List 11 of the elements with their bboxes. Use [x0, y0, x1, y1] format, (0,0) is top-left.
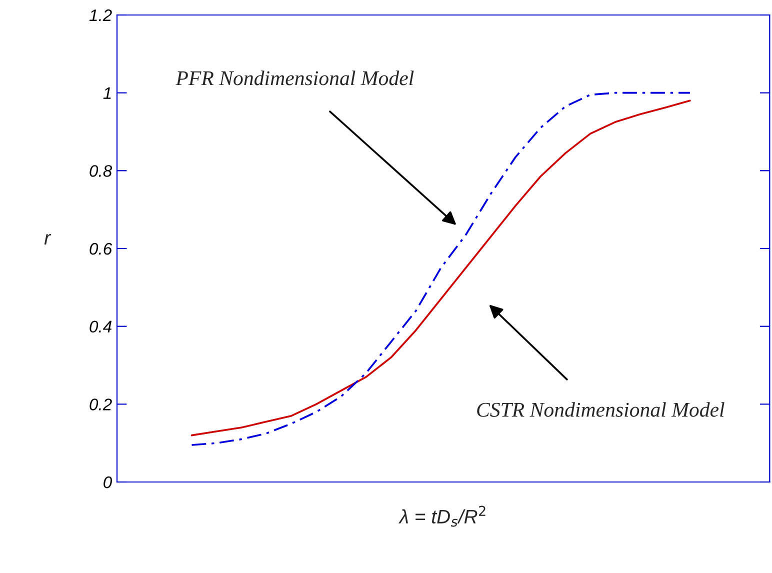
annotation: CSTR Nondimensional Model [477, 402, 724, 417]
y-tick-label: 0.2 [90, 398, 112, 410]
annotation: PFR Nondimensional Model [176, 70, 414, 86]
y-tick-label: 1 [103, 87, 111, 99]
y-axis-title: r [44, 234, 52, 244]
y-tick-label: 1.2 [89, 9, 112, 22]
y-tick-label: 0 [104, 476, 112, 488]
y-tick-label: 0.8 [90, 165, 112, 177]
y-tick-label: 0.4 [90, 320, 112, 333]
x-axis-title: λ = tD$_{s}$/R$^{2}$ [398, 506, 486, 527]
y-tick-label: 0.6 [90, 242, 112, 255]
